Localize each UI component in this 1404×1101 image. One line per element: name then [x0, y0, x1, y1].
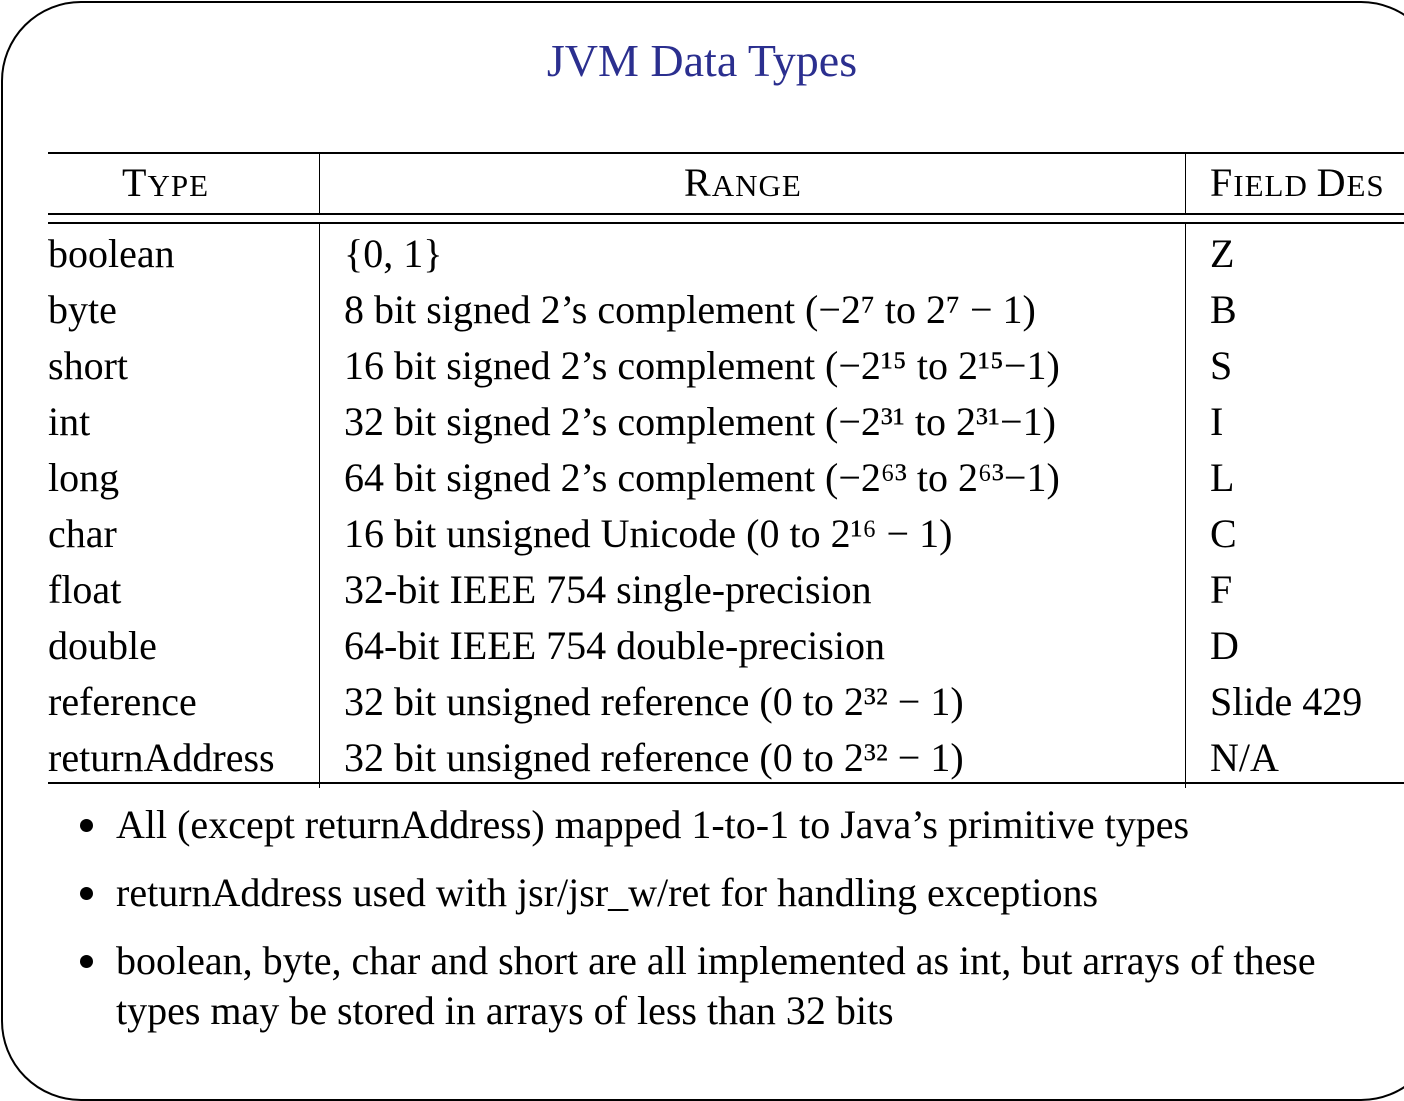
type-cell: int: [48, 399, 91, 444]
range-cell: 32 bit unsigned reference (0 to 2³² − 1): [344, 679, 964, 724]
header-rule-2: [48, 222, 1404, 224]
field-descriptor-cell: Slide 429: [1210, 679, 1363, 724]
field-descriptor-cell: F: [1210, 567, 1233, 612]
bullet-text: returnAddress used with jsr/jsr_w/ret fo…: [116, 870, 1099, 915]
header-field-rest: IELD: [1233, 168, 1317, 203]
type-cell: reference: [48, 679, 197, 724]
slide-title: JVM Data Types: [546, 35, 858, 86]
type-cell: float: [48, 567, 122, 612]
type-cell: long: [48, 455, 120, 500]
table-bottom-rule: [48, 782, 1404, 784]
list-item: returnAddress used with jsr/jsr_w/ret fo…: [70, 868, 1370, 918]
range-cell: 16 bit unsigned Unicode (0 to 2¹⁶ − 1): [344, 511, 953, 556]
type-cell: char: [48, 511, 117, 556]
field-descriptor-cell: S: [1210, 343, 1233, 388]
col-divider-1: [319, 222, 320, 788]
header-descriptor-rest: ES: [1346, 168, 1385, 203]
field-descriptor-cell: D: [1210, 623, 1239, 668]
type-cell: double: [48, 623, 157, 668]
bullet-text: All (except returnAddress) mapped 1-to-1…: [116, 802, 1190, 847]
range-cell: {0, 1}: [344, 231, 443, 276]
data-types-table: TYPE RANGE FIELD DES boolean {0, 1} Z by…: [48, 152, 1404, 792]
header-range-rest: ANGE: [711, 168, 802, 203]
field-descriptor-cell: Z: [1210, 231, 1235, 276]
bullet-dot-icon: [80, 955, 93, 968]
range-cell: 16 bit signed 2’s complement (−2¹⁵ to 2¹…: [344, 343, 1060, 388]
header-type-initial: T: [122, 160, 148, 205]
type-cell: returnAddress: [48, 735, 275, 780]
field-descriptor-cell: B: [1210, 287, 1237, 332]
header-descriptor-initial: D: [1316, 160, 1347, 205]
header-range: RANGE: [684, 162, 802, 207]
type-cell: short: [48, 343, 128, 388]
range-cell: 64-bit IEEE 754 double-precision: [344, 623, 885, 668]
type-cell: boolean: [48, 231, 175, 276]
header-type-rest: YPE: [147, 168, 210, 203]
bullet-dot-icon: [80, 887, 93, 900]
range-cell: 32 bit unsigned reference (0 to 2³² − 1): [344, 735, 964, 780]
header-type: TYPE: [122, 162, 209, 207]
header-range-initial: R: [684, 160, 712, 205]
range-cell: 32 bit signed 2’s complement (−2³¹ to 2³…: [344, 399, 1056, 444]
col-divider-2-header: [1185, 152, 1186, 213]
header-field-initial: F: [1210, 160, 1234, 205]
table-top-rule: [48, 152, 1404, 154]
bullet-text: boolean, byte, char and short are all im…: [116, 938, 1316, 1033]
field-descriptor-cell: I: [1210, 399, 1224, 444]
header-field-descriptor: FIELD DES: [1210, 162, 1385, 207]
type-cell: byte: [48, 287, 117, 332]
range-cell: 64 bit signed 2’s complement (−2⁶³ to 2⁶…: [344, 455, 1060, 500]
list-item: All (except returnAddress) mapped 1-to-1…: [70, 800, 1370, 850]
col-divider-2: [1185, 222, 1186, 788]
field-descriptor-cell: C: [1210, 511, 1237, 556]
range-cell: 32-bit IEEE 754 single-precision: [344, 567, 872, 612]
header-rule-1: [48, 213, 1404, 215]
bullet-dot-icon: [80, 819, 93, 832]
list-item: boolean, byte, char and short are all im…: [70, 936, 1370, 1036]
field-descriptor-cell: N/A: [1210, 735, 1279, 780]
range-cell: 8 bit signed 2’s complement (−2⁷ to 2⁷ −…: [344, 287, 1036, 332]
col-divider-1-header: [319, 152, 320, 213]
bullet-list: All (except returnAddress) mapped 1-to-1…: [70, 800, 1370, 1054]
field-descriptor-cell: L: [1210, 455, 1235, 500]
